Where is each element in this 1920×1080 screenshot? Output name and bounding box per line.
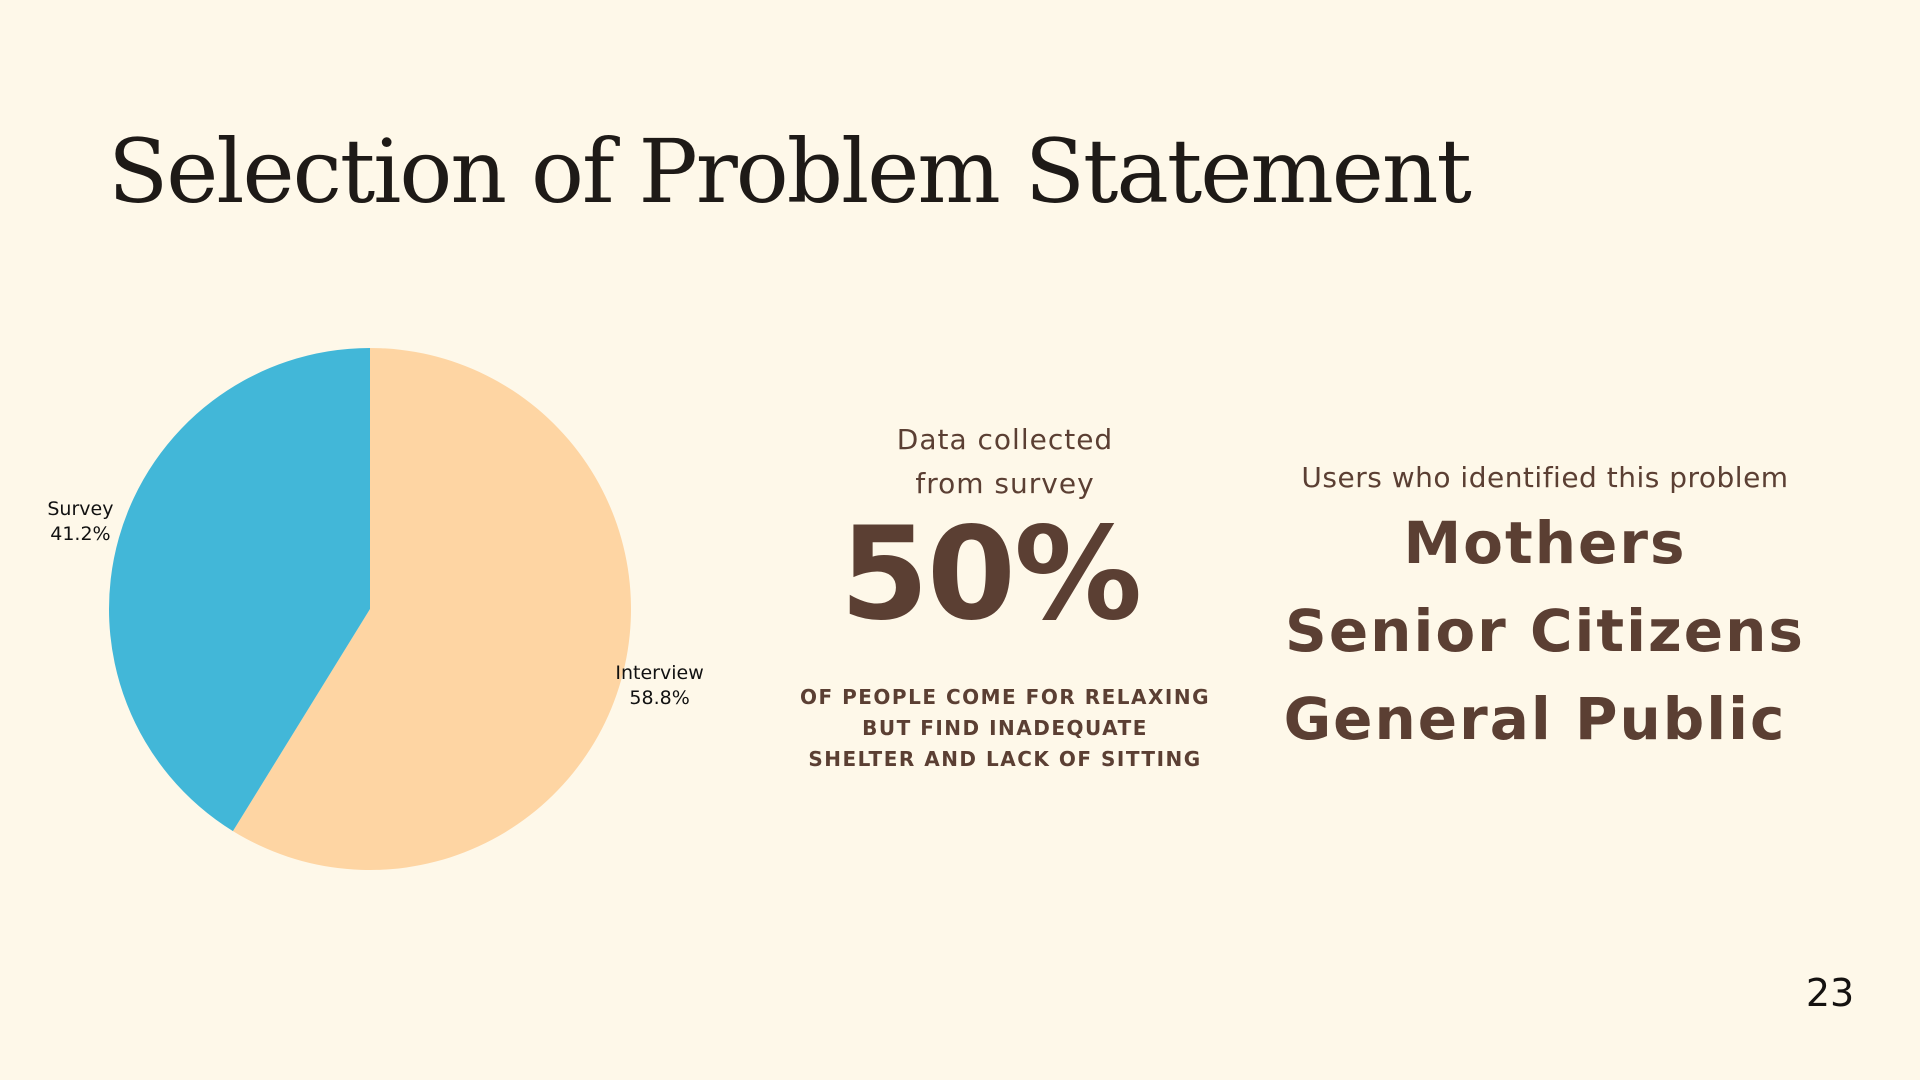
page-number: 23: [1805, 971, 1855, 1015]
pie-label-survey-name: Survey: [47, 498, 113, 520]
pie-label-interview-name: Interview: [615, 662, 703, 684]
stat-value: 50%: [839, 500, 1142, 649]
pie-label-survey-percent: 41.2%: [50, 523, 110, 545]
stat-caption-line-1: Data collected: [896, 423, 1114, 456]
stat-description-line-2: BUT FIND INADEQUATE: [862, 716, 1148, 740]
user-group-mothers: Mothers: [1403, 509, 1687, 577]
users-heading: Users who identified this problem: [1301, 461, 1789, 494]
stat-caption-line-2: from survey: [915, 467, 1095, 500]
pie-chart: Interview 58.8% Survey 41.2%: [47, 348, 704, 870]
pie-slice-survey: [108, 348, 370, 832]
pie-label-interview-percent: 58.8%: [629, 687, 689, 709]
user-group-senior-citizens: Senior Citizens: [1285, 597, 1805, 665]
stat-description-line-1: OF PEOPLE COME FOR RELAXING: [799, 685, 1210, 709]
pie-label-survey: Survey 41.2%: [47, 498, 113, 545]
stat-description: OF PEOPLE COME FOR RELAXING BUT FIND INA…: [780, 682, 1230, 775]
pie-slice-interview: [232, 348, 631, 870]
stat-description-line-3: SHELTER AND LACK OF SITTING: [808, 747, 1202, 771]
user-group-general-public: General Public: [1283, 685, 1787, 753]
slide-title: Selection of Problem Statement: [108, 120, 1472, 223]
stat-caption: Data collected from survey: [830, 418, 1180, 506]
pie-label-interview: Interview 58.8%: [615, 662, 703, 709]
